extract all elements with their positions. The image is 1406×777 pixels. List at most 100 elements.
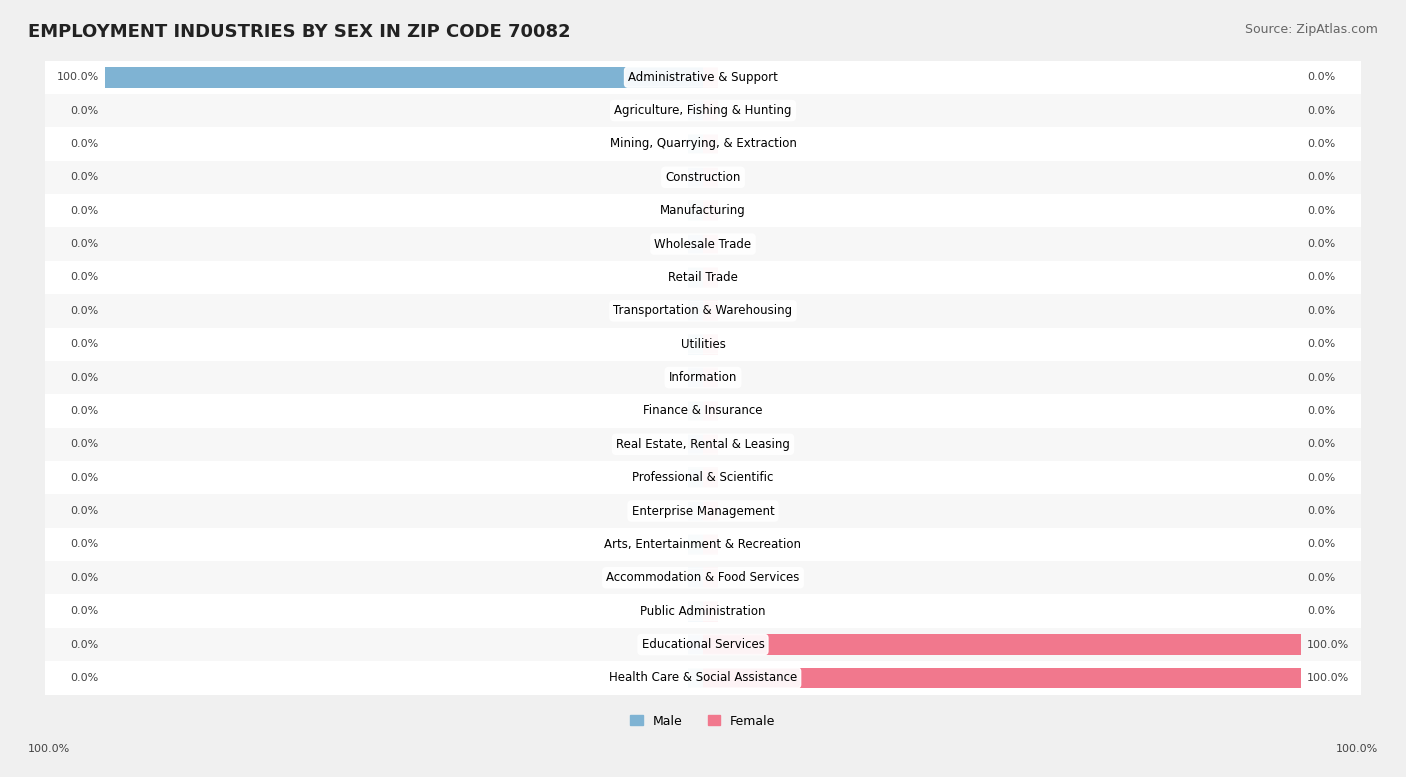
Text: Construction: Construction <box>665 171 741 184</box>
Text: Utilities: Utilities <box>681 338 725 350</box>
Text: 0.0%: 0.0% <box>1308 506 1336 516</box>
Bar <box>688 100 703 121</box>
Text: 0.0%: 0.0% <box>1308 139 1336 149</box>
Bar <box>688 167 703 188</box>
Text: Professional & Scientific: Professional & Scientific <box>633 471 773 484</box>
Text: 0.0%: 0.0% <box>1308 372 1336 382</box>
Text: Source: ZipAtlas.com: Source: ZipAtlas.com <box>1244 23 1378 37</box>
Text: 0.0%: 0.0% <box>1308 106 1336 116</box>
Text: 0.0%: 0.0% <box>1308 172 1336 183</box>
Bar <box>703 301 718 321</box>
Text: 0.0%: 0.0% <box>70 472 98 483</box>
Text: 100.0%: 100.0% <box>56 72 98 82</box>
Text: 0.0%: 0.0% <box>1308 206 1336 216</box>
Bar <box>703 667 1302 688</box>
Text: Administrative & Support: Administrative & Support <box>628 71 778 84</box>
Bar <box>45 394 1361 427</box>
Text: 0.0%: 0.0% <box>70 239 98 249</box>
Text: 0.0%: 0.0% <box>70 606 98 616</box>
Text: 100.0%: 100.0% <box>1336 744 1378 754</box>
Text: 0.0%: 0.0% <box>1308 439 1336 449</box>
Bar <box>703 567 718 588</box>
Bar <box>45 361 1361 394</box>
Bar <box>703 167 718 188</box>
Text: Retail Trade: Retail Trade <box>668 271 738 284</box>
Text: 0.0%: 0.0% <box>70 273 98 283</box>
Bar <box>688 500 703 521</box>
Text: 0.0%: 0.0% <box>1308 606 1336 616</box>
Bar <box>688 667 703 688</box>
Text: Public Administration: Public Administration <box>640 605 766 618</box>
Legend: Male, Female: Male, Female <box>624 709 782 733</box>
Bar <box>703 234 718 254</box>
Text: 0.0%: 0.0% <box>70 406 98 416</box>
Text: Health Care & Social Assistance: Health Care & Social Assistance <box>609 671 797 685</box>
Text: Mining, Quarrying, & Extraction: Mining, Quarrying, & Extraction <box>610 138 796 151</box>
Bar <box>703 368 718 388</box>
Text: 0.0%: 0.0% <box>1308 340 1336 349</box>
Bar <box>688 368 703 388</box>
Bar <box>688 234 703 254</box>
Text: Real Estate, Rental & Leasing: Real Estate, Rental & Leasing <box>616 437 790 451</box>
Bar <box>45 494 1361 528</box>
Text: 100.0%: 100.0% <box>1308 673 1350 683</box>
Bar <box>688 634 703 655</box>
Bar <box>703 100 718 121</box>
Text: Arts, Entertainment & Recreation: Arts, Entertainment & Recreation <box>605 538 801 551</box>
Bar <box>45 261 1361 294</box>
Text: 0.0%: 0.0% <box>70 539 98 549</box>
Text: 0.0%: 0.0% <box>1308 273 1336 283</box>
Text: Agriculture, Fishing & Hunting: Agriculture, Fishing & Hunting <box>614 104 792 117</box>
Bar <box>45 294 1361 327</box>
Text: 0.0%: 0.0% <box>70 340 98 349</box>
Text: 0.0%: 0.0% <box>70 106 98 116</box>
Text: Information: Information <box>669 371 737 384</box>
Bar <box>45 427 1361 461</box>
Bar <box>688 467 703 488</box>
Text: 0.0%: 0.0% <box>70 673 98 683</box>
Text: 0.0%: 0.0% <box>70 306 98 315</box>
Bar <box>45 61 1361 94</box>
Text: 0.0%: 0.0% <box>1308 573 1336 583</box>
Bar <box>45 594 1361 628</box>
Text: 0.0%: 0.0% <box>70 573 98 583</box>
Bar <box>703 500 718 521</box>
Text: Accommodation & Food Services: Accommodation & Food Services <box>606 571 800 584</box>
Bar <box>703 534 718 555</box>
Bar <box>703 200 718 221</box>
Bar <box>45 94 1361 127</box>
Bar <box>45 528 1361 561</box>
Text: 100.0%: 100.0% <box>28 744 70 754</box>
Bar <box>703 267 718 287</box>
Text: 0.0%: 0.0% <box>70 206 98 216</box>
Bar <box>688 567 703 588</box>
Bar <box>45 561 1361 594</box>
Bar <box>688 334 703 354</box>
Bar <box>703 401 718 421</box>
Bar <box>703 601 718 622</box>
Bar <box>45 628 1361 661</box>
Bar <box>45 461 1361 494</box>
Text: Enterprise Management: Enterprise Management <box>631 504 775 517</box>
Text: Wholesale Trade: Wholesale Trade <box>654 238 752 250</box>
Bar <box>703 634 1302 655</box>
Bar <box>688 134 703 155</box>
Text: Educational Services: Educational Services <box>641 638 765 651</box>
Text: 100.0%: 100.0% <box>1308 639 1350 650</box>
Text: 0.0%: 0.0% <box>70 172 98 183</box>
Text: EMPLOYMENT INDUSTRIES BY SEX IN ZIP CODE 70082: EMPLOYMENT INDUSTRIES BY SEX IN ZIP CODE… <box>28 23 571 41</box>
Text: 0.0%: 0.0% <box>70 506 98 516</box>
Bar <box>45 127 1361 161</box>
Bar <box>688 434 703 455</box>
Bar <box>703 434 718 455</box>
Bar <box>703 134 718 155</box>
Bar <box>45 194 1361 228</box>
Bar <box>104 67 703 88</box>
Text: 0.0%: 0.0% <box>1308 406 1336 416</box>
Bar <box>688 534 703 555</box>
Text: Finance & Insurance: Finance & Insurance <box>644 405 762 417</box>
Text: 0.0%: 0.0% <box>70 139 98 149</box>
Text: Manufacturing: Manufacturing <box>661 204 745 218</box>
Text: 0.0%: 0.0% <box>1308 239 1336 249</box>
Bar <box>688 267 703 287</box>
